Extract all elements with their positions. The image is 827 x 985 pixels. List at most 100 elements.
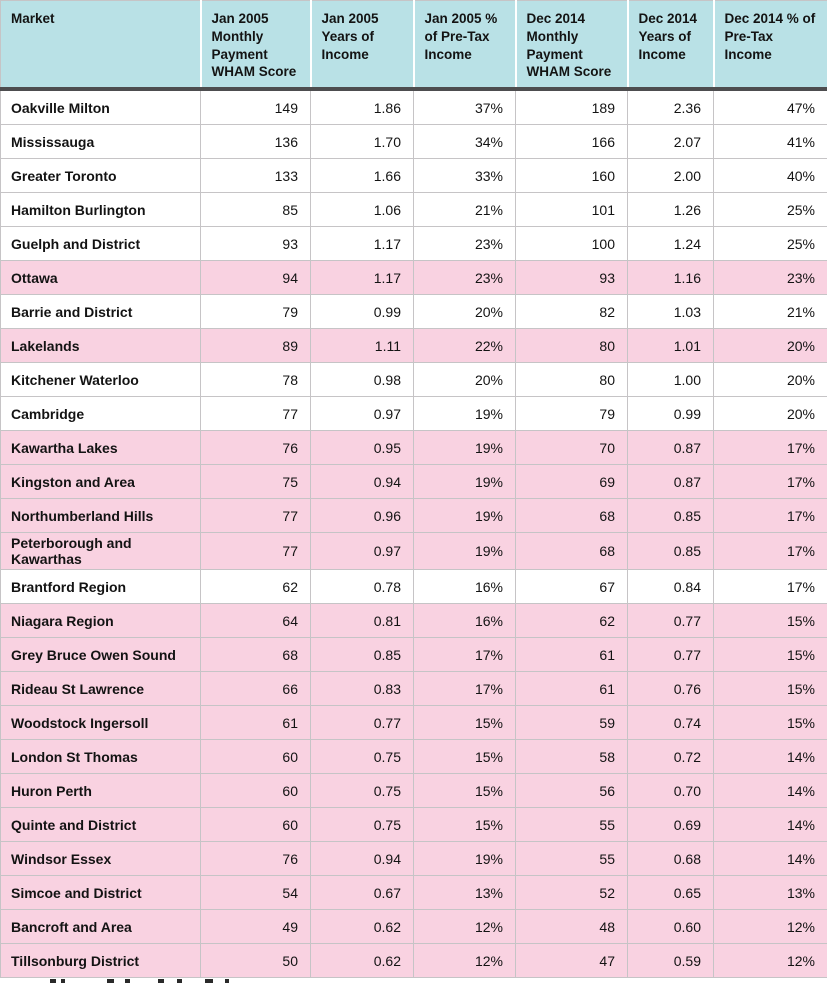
value-cell: 20% [714,329,827,363]
value-cell: 62 [201,570,311,604]
value-cell: 15% [414,740,516,774]
value-cell: 59 [516,706,628,740]
value-cell: 0.98 [311,363,414,397]
value-cell: 77 [201,499,311,533]
value-cell: 2.00 [628,159,714,193]
market-cell: London St Thomas [1,740,201,774]
value-cell: 48 [516,910,628,944]
market-cell: Woodstock Ingersoll [1,706,201,740]
value-cell: 0.59 [628,944,714,978]
market-cell: Tillsonburg District [1,944,201,978]
value-cell: 0.75 [311,774,414,808]
value-cell: 0.83 [311,672,414,706]
col-header-jan2005-years: Jan 2005 Years of Income [311,1,414,90]
value-cell: 77 [201,397,311,431]
value-cell: 0.74 [628,706,714,740]
value-cell: 22% [414,329,516,363]
value-cell: 1.66 [311,159,414,193]
value-cell: 41% [714,125,827,159]
value-cell: 0.72 [628,740,714,774]
market-cell: Huron Perth [1,774,201,808]
value-cell: 47% [714,89,827,125]
value-cell: 0.97 [311,397,414,431]
market-cell: Kawartha Lakes [1,431,201,465]
value-cell: 1.86 [311,89,414,125]
table-row: Ottawa 94 1.17 23% 93 1.16 23% [1,261,827,295]
table-row: Oakville Milton 149 1.86 37% 189 2.36 47… [1,89,827,125]
value-cell: 0.62 [311,910,414,944]
value-cell: 101 [516,193,628,227]
value-cell: 19% [414,465,516,499]
value-cell: 15% [714,604,827,638]
value-cell: 68 [516,533,628,570]
header-row: Market Jan 2005 Monthly Payment WHAM Sco… [1,1,827,90]
value-cell: 94 [201,261,311,295]
value-cell: 76 [201,431,311,465]
value-cell: 68 [201,638,311,672]
value-cell: 17% [714,465,827,499]
value-cell: 0.77 [628,604,714,638]
col-header-dec2014-years: Dec 2014 Years of Income [628,1,714,90]
value-cell: 1.17 [311,261,414,295]
value-cell: 14% [714,774,827,808]
market-cell: Niagara Region [1,604,201,638]
value-cell: 19% [414,499,516,533]
value-cell: 0.99 [311,295,414,329]
market-cell: Barrie and District [1,295,201,329]
value-cell: 23% [414,261,516,295]
value-cell: 47 [516,944,628,978]
value-cell: 76 [201,842,311,876]
value-cell: 15% [714,706,827,740]
value-cell: 20% [414,295,516,329]
value-cell: 61 [201,706,311,740]
table-row: Northumberland Hills 77 0.96 19% 68 0.85… [1,499,827,533]
table-row: Mississauga 136 1.70 34% 166 2.07 41% [1,125,827,159]
value-cell: 0.67 [311,876,414,910]
value-cell: 0.87 [628,431,714,465]
market-cell: Hamilton Burlington [1,193,201,227]
value-cell: 67 [516,570,628,604]
value-cell: 54 [201,876,311,910]
value-cell: 13% [714,876,827,910]
value-cell: 0.97 [311,533,414,570]
value-cell: 77 [201,533,311,570]
table-row: Simcoe and District 54 0.67 13% 52 0.65 … [1,876,827,910]
market-cell: Grey Bruce Owen Sound [1,638,201,672]
value-cell: 15% [414,774,516,808]
value-cell: 60 [201,774,311,808]
value-cell: 33% [414,159,516,193]
value-cell: 16% [414,604,516,638]
value-cell: 1.17 [311,227,414,261]
value-cell: 0.75 [311,808,414,842]
market-cell: Northumberland Hills [1,499,201,533]
col-header-market: Market [1,1,201,90]
table-row: Grey Bruce Owen Sound 68 0.85 17% 61 0.7… [1,638,827,672]
value-cell: 61 [516,672,628,706]
table-row: Barrie and District 79 0.99 20% 82 1.03 … [1,295,827,329]
value-cell: 55 [516,808,628,842]
value-cell: 0.70 [628,774,714,808]
market-cell: Guelph and District [1,227,201,261]
value-cell: 1.03 [628,295,714,329]
value-cell: 0.85 [311,638,414,672]
value-cell: 0.78 [311,570,414,604]
value-cell: 23% [414,227,516,261]
value-cell: 0.84 [628,570,714,604]
col-header-jan2005-pct: Jan 2005 % of Pre-Tax Income [414,1,516,90]
table-row: Rideau St Lawrence 66 0.83 17% 61 0.76 1… [1,672,827,706]
value-cell: 0.99 [628,397,714,431]
value-cell: 0.62 [311,944,414,978]
market-cell: Greater Toronto [1,159,201,193]
value-cell: 0.85 [628,533,714,570]
value-cell: 61 [516,638,628,672]
value-cell: 0.94 [311,842,414,876]
table-header: Market Jan 2005 Monthly Payment WHAM Sco… [1,1,827,90]
table-row: Quinte and District 60 0.75 15% 55 0.69 … [1,808,827,842]
value-cell: 21% [414,193,516,227]
value-cell: 62 [516,604,628,638]
value-cell: 0.69 [628,808,714,842]
value-cell: 1.26 [628,193,714,227]
table-row: Lakelands 89 1.11 22% 80 1.01 20% [1,329,827,363]
value-cell: 17% [714,570,827,604]
